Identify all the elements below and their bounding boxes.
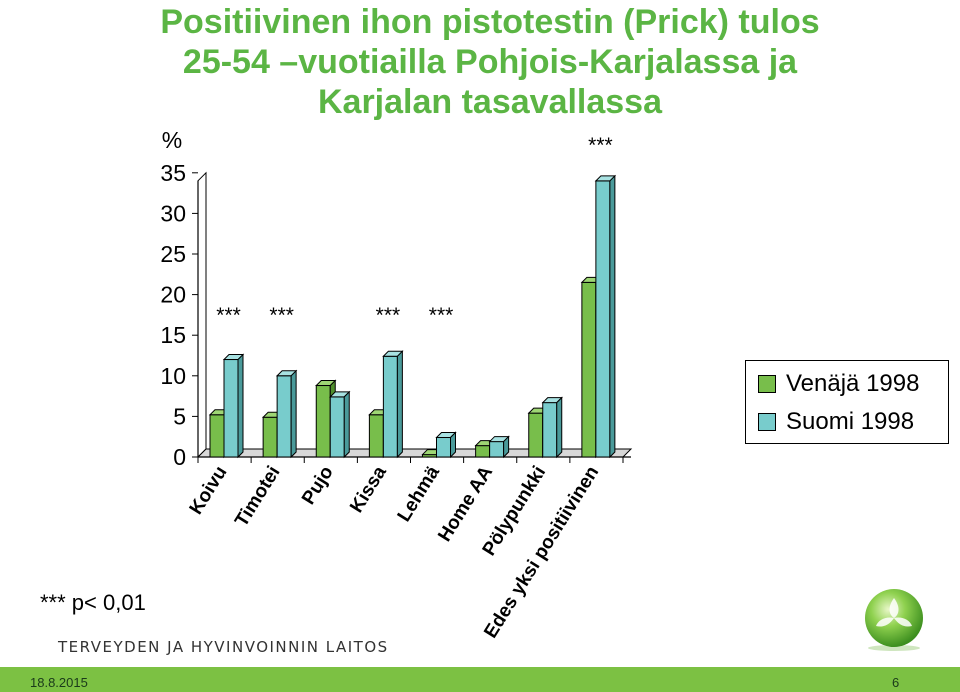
bar bbox=[276, 375, 292, 458]
bar bbox=[581, 281, 597, 458]
bar bbox=[595, 180, 611, 458]
bar bbox=[209, 414, 225, 458]
y-tick-label: 10 bbox=[160, 363, 186, 389]
footer-page-number: 6 bbox=[892, 675, 900, 690]
y-tick-label: 5 bbox=[173, 403, 186, 429]
y-tick-label: 15 bbox=[160, 322, 186, 348]
footer-date: 18.8.2015 bbox=[30, 675, 88, 690]
bar bbox=[528, 412, 544, 458]
thl-logo-icon bbox=[865, 589, 923, 651]
legend-swatch-series-1 bbox=[758, 375, 776, 393]
significance-annotation: *** bbox=[429, 304, 454, 327]
slide-title: Positiivinen ihon pistotestin (Prick) tu… bbox=[0, 2, 960, 122]
bar bbox=[223, 359, 239, 458]
bar bbox=[489, 441, 505, 458]
bar bbox=[262, 416, 278, 458]
legend-label-series-2: Suomi 1998 bbox=[786, 408, 915, 435]
bar bbox=[315, 385, 331, 458]
significance-annotation: *** bbox=[376, 304, 401, 327]
bar bbox=[475, 445, 491, 458]
footer-bar: 18.8.2015 6 bbox=[0, 667, 960, 692]
bar-side bbox=[237, 353, 244, 459]
significance-note: *** p< 0,01 bbox=[40, 590, 146, 615]
bar-side bbox=[503, 435, 510, 459]
y-tick-label: 35 bbox=[160, 160, 186, 186]
bar bbox=[382, 355, 398, 458]
title-line-2: 25-54 –vuotiailla Pohjois-Karjalassa ja bbox=[182, 43, 798, 81]
y-tick-label: 0 bbox=[173, 444, 186, 470]
y-tick-label: 20 bbox=[160, 282, 186, 308]
bar-side bbox=[556, 396, 563, 459]
bar-side bbox=[290, 369, 297, 459]
bar bbox=[368, 414, 384, 458]
bar-side bbox=[396, 350, 403, 459]
chart-legend: Venäjä 1998 Suomi 1998 bbox=[745, 360, 949, 444]
significance-annotation: *** bbox=[269, 304, 294, 327]
bar-side bbox=[609, 174, 616, 459]
title-line-1: Positiivinen ihon pistotestin (Prick) tu… bbox=[160, 3, 820, 41]
bar-side bbox=[450, 431, 456, 459]
x-tick-label: Koivu bbox=[186, 463, 232, 519]
legend-swatch-series-2 bbox=[758, 413, 776, 431]
y-axis-label: % bbox=[162, 127, 182, 153]
legend-label-series-1: Venäjä 1998 bbox=[786, 370, 920, 397]
legend-item-series-1: Venäjä 1998 bbox=[758, 369, 919, 399]
x-tick-label: Pujo bbox=[298, 463, 338, 509]
significance-annotation: *** bbox=[216, 304, 241, 327]
organization-name: TERVEYDEN JA HYVINVOINNIN LAITOS bbox=[58, 638, 389, 656]
bar bbox=[542, 402, 558, 458]
significance-annotation: *** bbox=[588, 134, 613, 157]
bar bbox=[436, 437, 451, 458]
x-tick-label: Lehmä bbox=[394, 462, 444, 525]
bar-side bbox=[343, 390, 350, 459]
y-tick-label: 30 bbox=[160, 200, 186, 226]
x-tick-label: Kissa bbox=[346, 462, 391, 516]
x-tick-label: Timotei bbox=[231, 463, 284, 531]
side-wall bbox=[197, 171, 207, 459]
title-line-3: Karjalan tasavallassa bbox=[317, 83, 663, 121]
legend-item-series-2: Suomi 1998 bbox=[758, 407, 914, 437]
bar bbox=[329, 396, 345, 458]
y-tick-label: 25 bbox=[160, 241, 186, 267]
